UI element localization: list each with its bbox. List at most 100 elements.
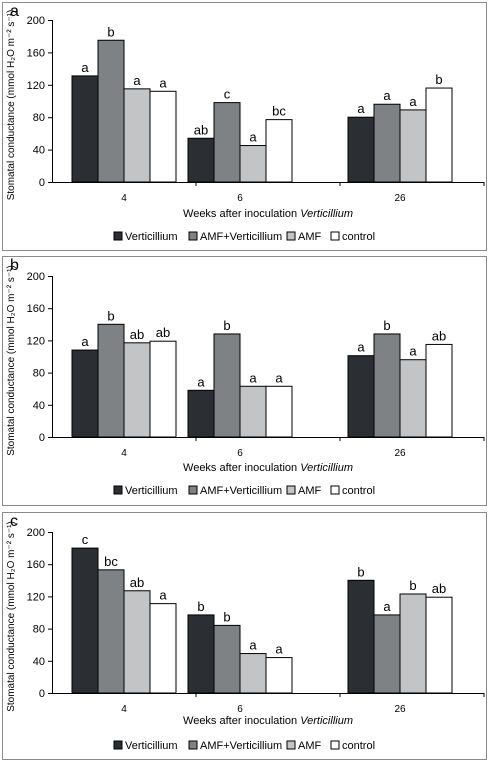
significance-label: a <box>275 642 283 657</box>
y-tick-label: 160 <box>27 303 45 315</box>
y-axis-title: Stomatal conductance (mmol H₂O m⁻² s⁻¹) <box>6 521 17 712</box>
x-axis-title: Weeks after inoculation Verticillium <box>183 462 353 474</box>
significance-label: b <box>107 308 114 323</box>
legend-swatch-verticillium <box>113 231 123 241</box>
legend-label: AMF+Verticillium <box>200 740 282 752</box>
x-tick-label: 26 <box>394 193 406 204</box>
x-tick-label: 4 <box>121 704 127 715</box>
significance-label: b <box>383 318 390 333</box>
y-tick-label: 0 <box>39 177 45 189</box>
legend-label: AMF <box>298 740 322 752</box>
significance-label: b <box>107 24 114 39</box>
bar-amf-verticillium <box>213 102 241 183</box>
x-axis-title-text: Weeks after inoculation <box>183 208 300 220</box>
bar-control <box>425 87 453 183</box>
legend-swatch-amf <box>286 485 296 495</box>
legend-swatch-amf-verticillium <box>188 231 198 241</box>
significance-label: a <box>249 130 257 145</box>
significance-label: bc <box>272 104 286 119</box>
significance-label: ab <box>156 325 170 340</box>
bar-amf-verticillium <box>373 333 401 438</box>
bar-amf <box>123 590 151 694</box>
panel-label: a <box>10 3 19 20</box>
legend-label: control <box>342 740 375 752</box>
bar-verticillium <box>71 349 99 438</box>
chart-panel-c: c 0 40 80 120 160 200 Stomatal conductance (mmo… <box>2 512 487 760</box>
x-tick-label: 4 <box>121 448 127 459</box>
x-axis-title-italic: Verticillium <box>300 715 353 727</box>
y-tick-label: 160 <box>27 559 45 571</box>
x-tick-label: 6 <box>237 704 243 715</box>
significance-label: a <box>383 88 391 103</box>
bar-control <box>425 343 453 438</box>
bar-verticillium <box>187 389 215 438</box>
significance-label: b <box>197 599 204 614</box>
legend-label: control <box>342 231 375 243</box>
y-tick-label: 80 <box>33 368 45 380</box>
significance-label: ab <box>432 581 446 596</box>
chart-panel-b: b 0 40 80 120 160 200 Stomatal conductance (mmo… <box>2 256 487 506</box>
y-tick-label: 120 <box>27 591 45 603</box>
bar-control <box>149 603 177 694</box>
bar-amf-verticillium <box>213 624 241 694</box>
y-tick-label: 40 <box>33 145 45 157</box>
x-axis-title: Weeks after inoculation Verticillium <box>183 208 353 220</box>
legend-label: AMF+Verticillium <box>200 485 282 497</box>
panel-frame <box>2 256 487 506</box>
legend-label: AMF+Verticillium <box>200 231 282 243</box>
bar-amf <box>399 109 427 183</box>
legend-label: Verticillium <box>125 485 178 497</box>
legend-label: control <box>342 485 375 497</box>
bar-amf <box>123 342 151 438</box>
legend: Verticillium AMF+Verticillium AMF control <box>113 485 375 497</box>
significance-label: ab <box>194 122 208 137</box>
panel-frame <box>2 2 487 251</box>
x-tick-label: 4 <box>121 193 127 204</box>
legend-swatch-verticillium <box>113 740 123 750</box>
significance-label: bc <box>104 554 118 569</box>
significance-label: a <box>81 60 89 75</box>
x-axis-title-italic: Verticillium <box>300 208 353 220</box>
bar-amf <box>399 359 427 438</box>
x-axis-title-text: Weeks after inoculation <box>183 715 300 727</box>
y-axis-title: Stomatal conductance (mmol H₂O m⁻² s⁻¹) <box>6 265 17 456</box>
bar-amf-verticillium <box>213 333 241 438</box>
significance-label: ab <box>432 328 446 343</box>
x-tick-label: 6 <box>237 448 243 459</box>
bar-verticillium <box>71 75 99 183</box>
y-tick-label: 120 <box>27 335 45 347</box>
y-tick-label: 80 <box>33 624 45 636</box>
bar-amf-verticillium <box>373 614 401 694</box>
legend-swatch-amf-verticillium <box>188 485 198 495</box>
significance-label: a <box>159 588 167 603</box>
significance-label: a <box>197 374 205 389</box>
bar-amf-verticillium <box>97 569 125 694</box>
y-tick-label: 80 <box>33 112 45 124</box>
bar-amf <box>239 653 267 694</box>
significance-label: b <box>223 609 230 624</box>
bar-control <box>425 596 453 694</box>
y-tick-label: 200 <box>27 15 45 27</box>
legend-swatch-amf <box>286 740 296 750</box>
panel-label: b <box>10 257 19 274</box>
legend-label: Verticillium <box>125 740 178 752</box>
significance-label: a <box>81 334 89 349</box>
legend: Verticillium AMF+Verticillium AMF control <box>113 740 375 752</box>
significance-label: a <box>249 370 257 385</box>
legend: Verticillium AMF+Verticillium AMF control <box>113 231 375 243</box>
significance-label: ab <box>130 327 144 342</box>
significance-label: c <box>224 87 231 102</box>
bar-amf <box>399 593 427 694</box>
legend-swatch-control <box>330 740 340 750</box>
y-tick-label: 200 <box>27 527 45 539</box>
bar-control <box>265 385 293 438</box>
bar-verticillium <box>187 614 215 694</box>
significance-label: a <box>133 73 141 88</box>
significance-label: a <box>275 370 283 385</box>
legend-swatch-control <box>330 485 340 495</box>
bar-amf <box>239 145 267 183</box>
x-axis-title-text: Weeks after inoculation <box>183 462 300 474</box>
bar-amf-verticillium <box>373 103 401 183</box>
x-tick-label: 26 <box>394 704 406 715</box>
